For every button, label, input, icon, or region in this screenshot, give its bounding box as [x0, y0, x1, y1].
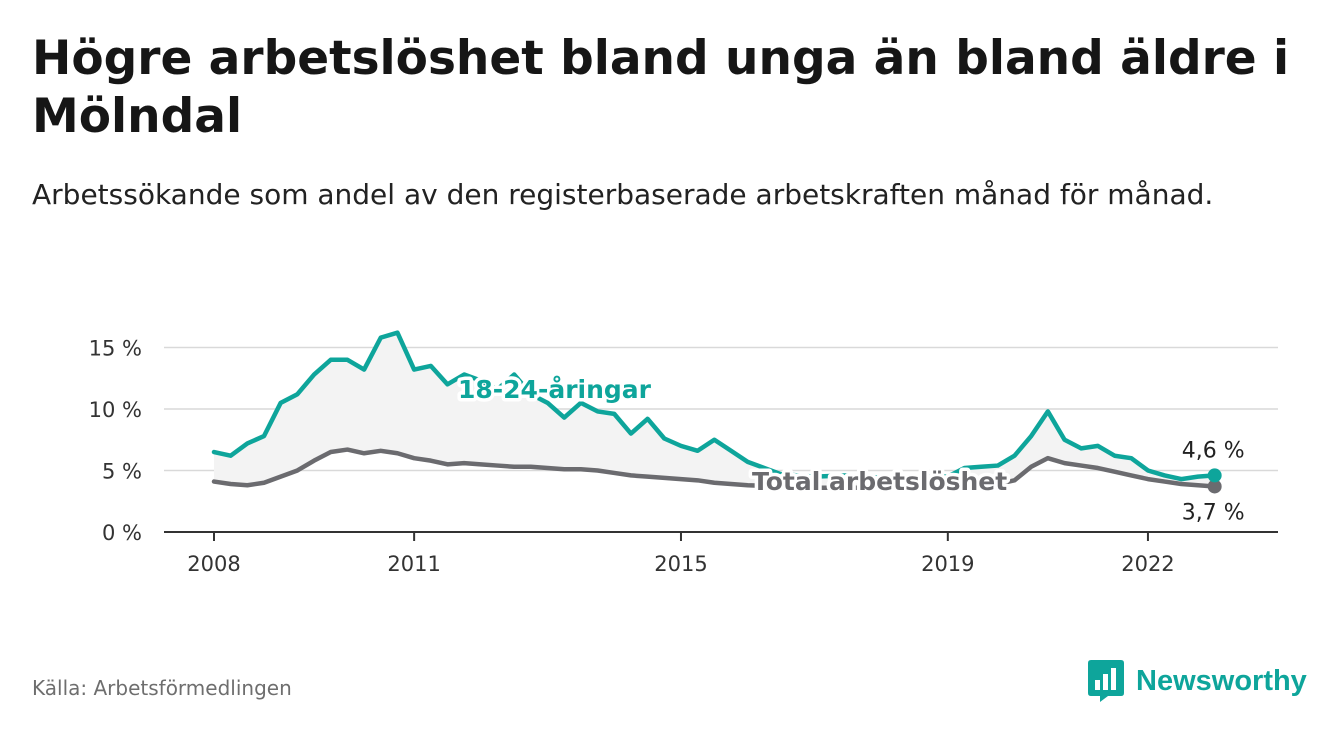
y-tick-label: 15 %	[89, 336, 142, 360]
x-tick-label: 2022	[1121, 552, 1174, 576]
bar-chart-speech-bubble-icon	[1088, 660, 1124, 702]
total-series-label: Total arbetslöshet	[752, 467, 1007, 496]
brand-name: Newsworthy	[1136, 664, 1307, 697]
x-tick-label: 2015	[654, 552, 707, 576]
y-tick-label: 10 %	[89, 398, 142, 422]
youth-end-point	[1207, 468, 1222, 483]
youth-line	[211, 330, 1217, 482]
x-tick-label: 2008	[187, 552, 240, 576]
youth-series-label: 18-24-åringar	[458, 375, 652, 404]
chart-subtitle: Arbetssökande som andel av den registerb…	[32, 178, 1214, 211]
chart-title: Högre arbetslöshet bland unga än bland ä…	[32, 31, 1290, 144]
y-tick-label: 0 %	[102, 521, 142, 545]
total-end-value: 3,7 %	[1182, 500, 1245, 525]
y-tick-label: 5 %	[102, 459, 142, 483]
axes: 0 % 5 % 10 % 15 % 2008 2011 2015 2019 2022	[89, 336, 1278, 576]
gap-area	[214, 332, 1215, 488]
area-between-series	[214, 332, 1215, 488]
total-line	[211, 447, 1217, 490]
x-tick-label: 2019	[921, 552, 974, 576]
newsworthy-logo: Newsworthy	[1088, 660, 1307, 702]
x-tick-label: 2011	[387, 552, 440, 576]
source-note: Källa: Arbetsförmedlingen	[32, 676, 292, 700]
series-lines	[211, 330, 1222, 494]
youth-end-value: 4,6 %	[1182, 438, 1245, 463]
total-end-point	[1207, 479, 1222, 494]
labels: 18-24-åringar Total arbetslöshet 4,6 % 3,7 …	[455, 372, 1245, 526]
line-chart: 0 % 5 % 10 % 15 % 2008 2011 2015 2019 2022 18-24…	[89, 330, 1278, 576]
